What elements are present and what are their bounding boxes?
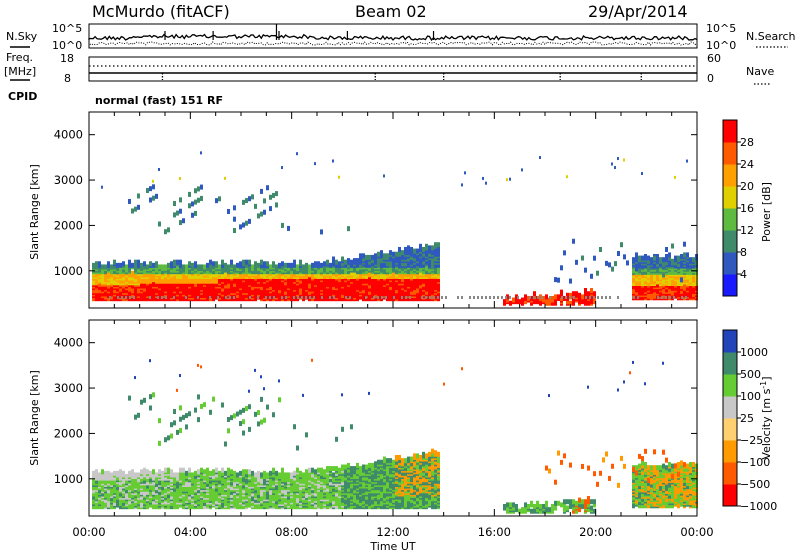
power-ylabel: Slant Range [km] (28, 164, 41, 260)
colorbar-tick-label: 25 (740, 412, 754, 425)
x-tick-label: 04:00 (174, 525, 207, 539)
x-tick-label: 12:00 (376, 525, 409, 539)
velocity-data (92, 359, 698, 514)
y-tick-label: 4000 (54, 336, 83, 350)
nsearch-line (89, 42, 697, 45)
colorbar-swatch (723, 164, 737, 187)
nsky-panel (89, 24, 697, 48)
colorbar-swatch (723, 462, 737, 485)
x-tick-labels: 00:00 04:00 08:00 12:00 16:00 20:00 00:00 (72, 525, 713, 539)
nave-bottom: 0 (707, 72, 714, 85)
nsky-label: N.Sky (6, 30, 38, 43)
power-data (92, 151, 698, 305)
velocity-panel: 1000 2000 3000 4000 (54, 320, 698, 516)
colorbar-swatch (723, 418, 737, 441)
nsearch-scale-bottom: 10^0 (706, 39, 736, 52)
colorbar-tick-label: 16 (740, 202, 754, 215)
colorbar-swatch (723, 252, 737, 275)
colorbar-tick-label: 24 (740, 158, 754, 171)
cpid-label: CPID (8, 90, 37, 103)
velocity-cbar-label: Velocity [m s-1] (759, 376, 773, 459)
y-tick-label: 1000 (54, 472, 83, 486)
colorbar-swatch (723, 186, 737, 209)
colorbar-swatch (723, 330, 737, 353)
colorbar-swatch (723, 208, 737, 231)
date-title: 29/Apr/2014 (588, 2, 688, 21)
nsky-trace (89, 24, 697, 45)
nsearch-scale-top: 10^5 (706, 22, 736, 35)
freq-trace (89, 66, 697, 80)
nsearch-label: N.Search (746, 30, 796, 43)
power-cbar-label: Power [dB] (760, 182, 773, 242)
x-tick-label: 20:00 (579, 525, 612, 539)
freq-unit: [MHz] (4, 65, 36, 78)
colorbar-swatch (723, 142, 737, 165)
colorbar-swatch (723, 374, 737, 397)
nave-top: 60 (707, 52, 721, 65)
x-tick-label: 00:00 (72, 525, 105, 539)
colorbar-tick-label: −1000 (740, 500, 777, 513)
freq-bottom: 8 (64, 72, 71, 85)
x-axis-label: Time UT (369, 540, 415, 553)
y-tick-label: 2000 (54, 218, 83, 232)
y-tick-label: 4000 (54, 128, 83, 142)
colorbar-tick-label: 28 (740, 136, 754, 149)
colorbar-tick-label: 500 (740, 368, 761, 381)
power-panel: 1000 2000 3000 4000 (54, 112, 698, 308)
colorbar-swatch (723, 230, 737, 253)
colorbar-swatch (723, 396, 737, 419)
freq-panel (89, 57, 697, 81)
colorbar-swatch (723, 484, 737, 507)
nsky-line (89, 35, 697, 41)
colorbar-tick-label: 20 (740, 180, 754, 193)
x-tick-label: 16:00 (478, 525, 511, 539)
y-tick-label: 1000 (54, 264, 83, 278)
nsky-scale-bottom: 10^0 (52, 39, 82, 52)
colorbar-swatch (723, 440, 737, 463)
colorbar-swatch (723, 274, 737, 297)
colorbar-swatch (723, 120, 737, 143)
x-tick-label: 00:00 (680, 525, 713, 539)
velocity-ylabel: Slant Range [km] (28, 370, 41, 466)
y-tick-label: 3000 (54, 173, 83, 187)
beam-title: Beam 02 (355, 2, 427, 21)
cpid-text: normal (fast) 151 RF (95, 94, 223, 107)
power-colorbar: 28 24 20 16 12 8 4 (723, 120, 754, 297)
y-tick-label: 2000 (54, 426, 83, 440)
freq-top: 18 (60, 52, 74, 65)
colorbar-tick-label: 12 (740, 224, 754, 237)
colorbar-swatch (723, 352, 737, 375)
colorbar-tick-label: −500 (740, 478, 770, 491)
y-tick-label: 3000 (54, 381, 83, 395)
x-tick-label: 08:00 (275, 525, 308, 539)
colorbar-tick-label: 4 (740, 268, 747, 281)
colorbar-tick-label: 8 (740, 246, 747, 259)
nave-label: Nave (746, 65, 774, 78)
freq-label: Freq. (6, 51, 33, 64)
nsky-scale-top: 10^5 (52, 22, 82, 35)
colorbar-tick-label: 1000 (740, 346, 768, 359)
station-title: McMurdo (fitACF) (92, 2, 230, 21)
colorbar-tick-label: 100 (740, 390, 761, 403)
